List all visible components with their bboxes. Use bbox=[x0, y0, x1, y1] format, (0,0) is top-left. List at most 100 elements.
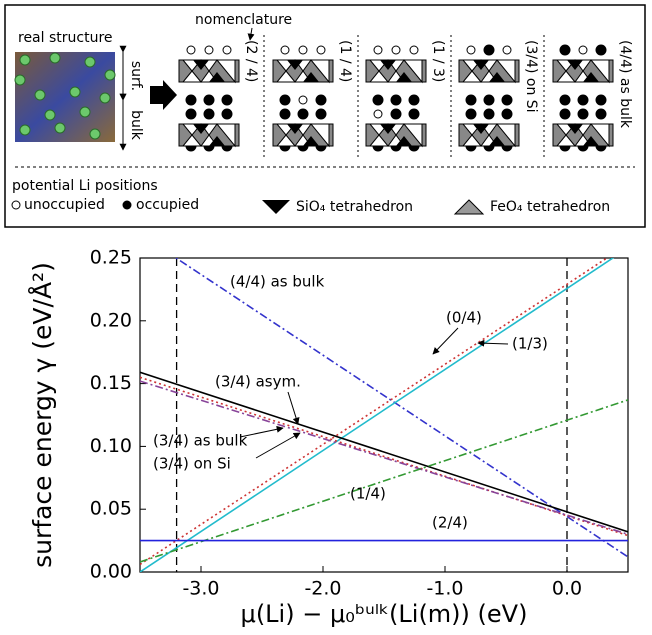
occupied-site bbox=[203, 108, 215, 120]
occupied-site bbox=[279, 94, 291, 106]
series-annotation: (3/4) asym. bbox=[215, 373, 301, 391]
sio4 bbox=[380, 60, 412, 82]
tetrahedra bbox=[461, 59, 516, 84]
occupied-site bbox=[595, 44, 607, 56]
occupied-site bbox=[185, 94, 197, 106]
series-line bbox=[140, 258, 615, 572]
annotation-arrow bbox=[287, 391, 300, 425]
panel-label: (2 / 4) bbox=[243, 40, 259, 82]
real-structure-label: real structure bbox=[18, 30, 113, 46]
sio4 bbox=[287, 124, 319, 146]
occupied-site bbox=[297, 108, 309, 120]
empty-site bbox=[298, 45, 308, 55]
occupied-site bbox=[221, 108, 233, 120]
nomenclature-arrow bbox=[247, 27, 255, 41]
sio4 bbox=[193, 124, 225, 146]
surf-label: surf. bbox=[128, 61, 144, 91]
bulk-label: bulk bbox=[128, 110, 144, 141]
occupied-site bbox=[465, 108, 477, 120]
empty-site bbox=[578, 45, 588, 55]
occupied-site bbox=[221, 94, 233, 106]
y-tick-label: 0.00 bbox=[90, 561, 132, 583]
y-tick-label: 0.20 bbox=[90, 309, 132, 331]
atom bbox=[34, 89, 46, 101]
atom bbox=[19, 54, 31, 66]
occupied-site bbox=[559, 94, 571, 106]
annotation-arrow bbox=[239, 425, 284, 438]
y-axis-label: surface energy γ (eV/Å²) bbox=[28, 262, 57, 568]
occupied-site bbox=[279, 108, 291, 120]
occupied-site bbox=[408, 94, 420, 106]
atom bbox=[19, 124, 31, 136]
empty-site bbox=[204, 45, 214, 55]
sio4 bbox=[380, 124, 412, 146]
occupied-site bbox=[390, 108, 402, 120]
atom bbox=[89, 128, 101, 140]
occupied-site bbox=[483, 94, 495, 106]
occupied-site bbox=[465, 94, 477, 106]
panel-label: (1 / 3) bbox=[430, 40, 446, 82]
legend-title: potential Li positions bbox=[12, 178, 158, 194]
plot-frame bbox=[139, 257, 629, 573]
lines bbox=[140, 258, 628, 572]
x-tick-label: -2.0 bbox=[304, 578, 341, 600]
series-line bbox=[140, 399, 628, 563]
occupied-site bbox=[577, 108, 589, 120]
empty-site bbox=[298, 95, 308, 105]
tetrahedra bbox=[461, 123, 516, 148]
occupied-site bbox=[315, 94, 327, 106]
occupied-site bbox=[483, 108, 495, 120]
x-tick-label: 0.0 bbox=[552, 578, 582, 600]
series-line bbox=[140, 258, 609, 566]
legend-sio4: SiO₄ tetrahedron bbox=[296, 199, 413, 215]
atom bbox=[79, 106, 91, 118]
empty-site bbox=[409, 45, 419, 55]
occupied-site bbox=[501, 108, 513, 120]
empty-site bbox=[373, 45, 383, 55]
atom bbox=[69, 86, 81, 98]
legend-occupied: occupied bbox=[136, 197, 199, 213]
occupied-site bbox=[315, 108, 327, 120]
panels: (2 / 4) (1 / 4) (1 / 3) (3/4) on Si (4/4) as… bbox=[178, 35, 633, 160]
series-line bbox=[140, 380, 628, 536]
series-annotation: (1/3) bbox=[512, 335, 548, 353]
x-tick-label: -1.0 bbox=[426, 578, 463, 600]
panel-label: (4/4) as bulk bbox=[617, 40, 633, 129]
occupied-site bbox=[577, 94, 589, 106]
series-line bbox=[140, 371, 628, 533]
occupied-site bbox=[203, 94, 215, 106]
y-tick-label: 0.10 bbox=[90, 435, 132, 457]
sio4 bbox=[473, 60, 505, 82]
panel-label: (1 / 4) bbox=[337, 40, 353, 82]
sio4 bbox=[473, 124, 505, 146]
occupied-site bbox=[390, 94, 402, 106]
occupied-site bbox=[501, 94, 513, 106]
legend-filled-circle bbox=[122, 200, 132, 210]
sio4 bbox=[567, 124, 599, 146]
series-line bbox=[174, 258, 628, 558]
tetrahedra bbox=[181, 59, 236, 84]
atom bbox=[44, 109, 56, 121]
empty-site bbox=[186, 45, 196, 55]
occupied-site bbox=[483, 44, 495, 56]
plot: 0.00 0.05 0.10 0.15 0.20 0.25 -3.0 -2.0 -1.0 0.0 (… bbox=[90, 247, 628, 600]
y-tick-label: 0.25 bbox=[90, 247, 132, 269]
panel-label: (3/4) on Si bbox=[523, 40, 539, 113]
sio4 bbox=[287, 60, 319, 82]
empty-site bbox=[280, 45, 290, 55]
series-annotation: (3/4) on Si bbox=[153, 455, 231, 473]
series-annotation: (1/4) bbox=[350, 485, 386, 503]
legend-feo4: FeO₄ tetrahedron bbox=[490, 199, 610, 215]
annotation-arrow bbox=[477, 339, 509, 347]
x-tick-label: -3.0 bbox=[182, 578, 219, 600]
atom bbox=[99, 92, 111, 104]
tetrahedra bbox=[275, 59, 330, 84]
sio4 bbox=[193, 60, 225, 82]
tetrahedra bbox=[555, 123, 610, 148]
nomenclature-label: nomenclature bbox=[195, 12, 292, 28]
big-arrow bbox=[150, 80, 177, 110]
structure-atoms bbox=[14, 52, 116, 140]
atom bbox=[84, 56, 96, 68]
empty-site bbox=[391, 45, 401, 55]
annotation-arrow bbox=[255, 432, 301, 459]
